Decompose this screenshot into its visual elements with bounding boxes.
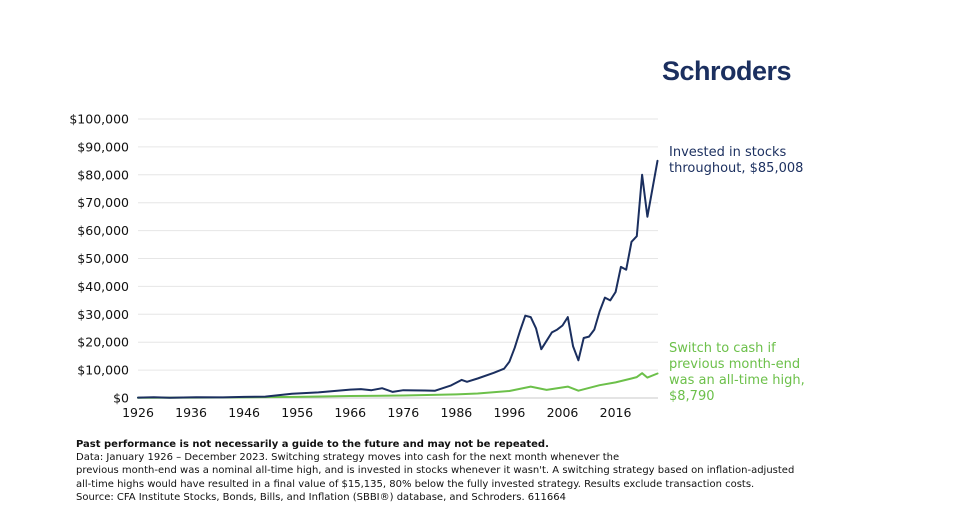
y-tick-label: $60,000 [77,223,129,238]
y-axis-tick-labels: $0 $10,000 $20,000 $30,000 $40,000 $50,000 $60… [69,112,129,406]
footnote-line-1: Data: January 1926 – December 2023. Swit… [76,452,620,464]
series-label-switch-line-2: previous month-end [669,357,801,372]
series-label-switch-line-4: $8,790 [669,389,715,404]
y-tick-label: $30,000 [77,307,129,322]
series-label-stocks: Invested in stocks throughout, $85,008 [669,145,803,177]
x-tick-label: 1966 [334,405,366,420]
series-line-stocks [137,159,659,399]
series-line-switch [137,372,659,399]
series-label-stocks-line-1: Invested in stocks [669,145,787,160]
series-label-stocks-line-2: throughout, $85,008 [669,161,804,176]
footnote-line-4: Source: CFA Institute Stocks, Bonds, Bil… [76,491,566,503]
gridlines [138,118,658,399]
series-label-switch: Switch to cash if previous month-end was… [669,341,805,405]
y-tick-label: $70,000 [77,195,129,210]
y-tick-label: $80,000 [77,167,129,182]
x-tick-label: 1926 [122,405,154,420]
x-tick-label: 1956 [281,405,313,420]
x-tick-label: 1996 [494,405,526,420]
y-tick-label: $20,000 [77,335,129,350]
x-tick-label: 2006 [547,405,579,420]
y-tick-label: $50,000 [77,251,129,266]
series-label-switch-line-3: was an all-time high, [669,373,805,388]
x-axis-tick-labels: 1926 1936 1946 1956 1966 1976 1986 1996 2006 2016 [122,405,631,420]
y-tick-label: $40,000 [77,279,129,294]
x-tick-label: 1986 [440,405,472,420]
series-label-switch-line-1: Switch to cash if [669,341,776,356]
footnote-line-2: previous month-end was a nominal all-tim… [76,465,795,477]
y-tick-label: $0 [113,391,129,406]
footnote-line-3: all-time highs would have resulted in a … [76,478,755,490]
x-tick-label: 1936 [175,405,207,420]
x-tick-label: 1976 [387,405,419,420]
y-tick-label: $90,000 [77,139,129,154]
line-chart: $0 $10,000 $20,000 $30,000 $40,000 $50,000 $60… [69,112,659,420]
y-tick-label: $100,000 [69,112,129,127]
x-tick-label: 2016 [600,405,632,420]
footnote-disclaimer: Past performance is not necessarily a gu… [76,439,549,450]
series-lines [137,159,659,399]
schroders-logo: Schroders [662,56,792,86]
y-tick-label: $10,000 [77,363,129,378]
footnote: Past performance is not necessarily a gu… [76,438,836,504]
x-tick-label: 1946 [228,405,260,420]
